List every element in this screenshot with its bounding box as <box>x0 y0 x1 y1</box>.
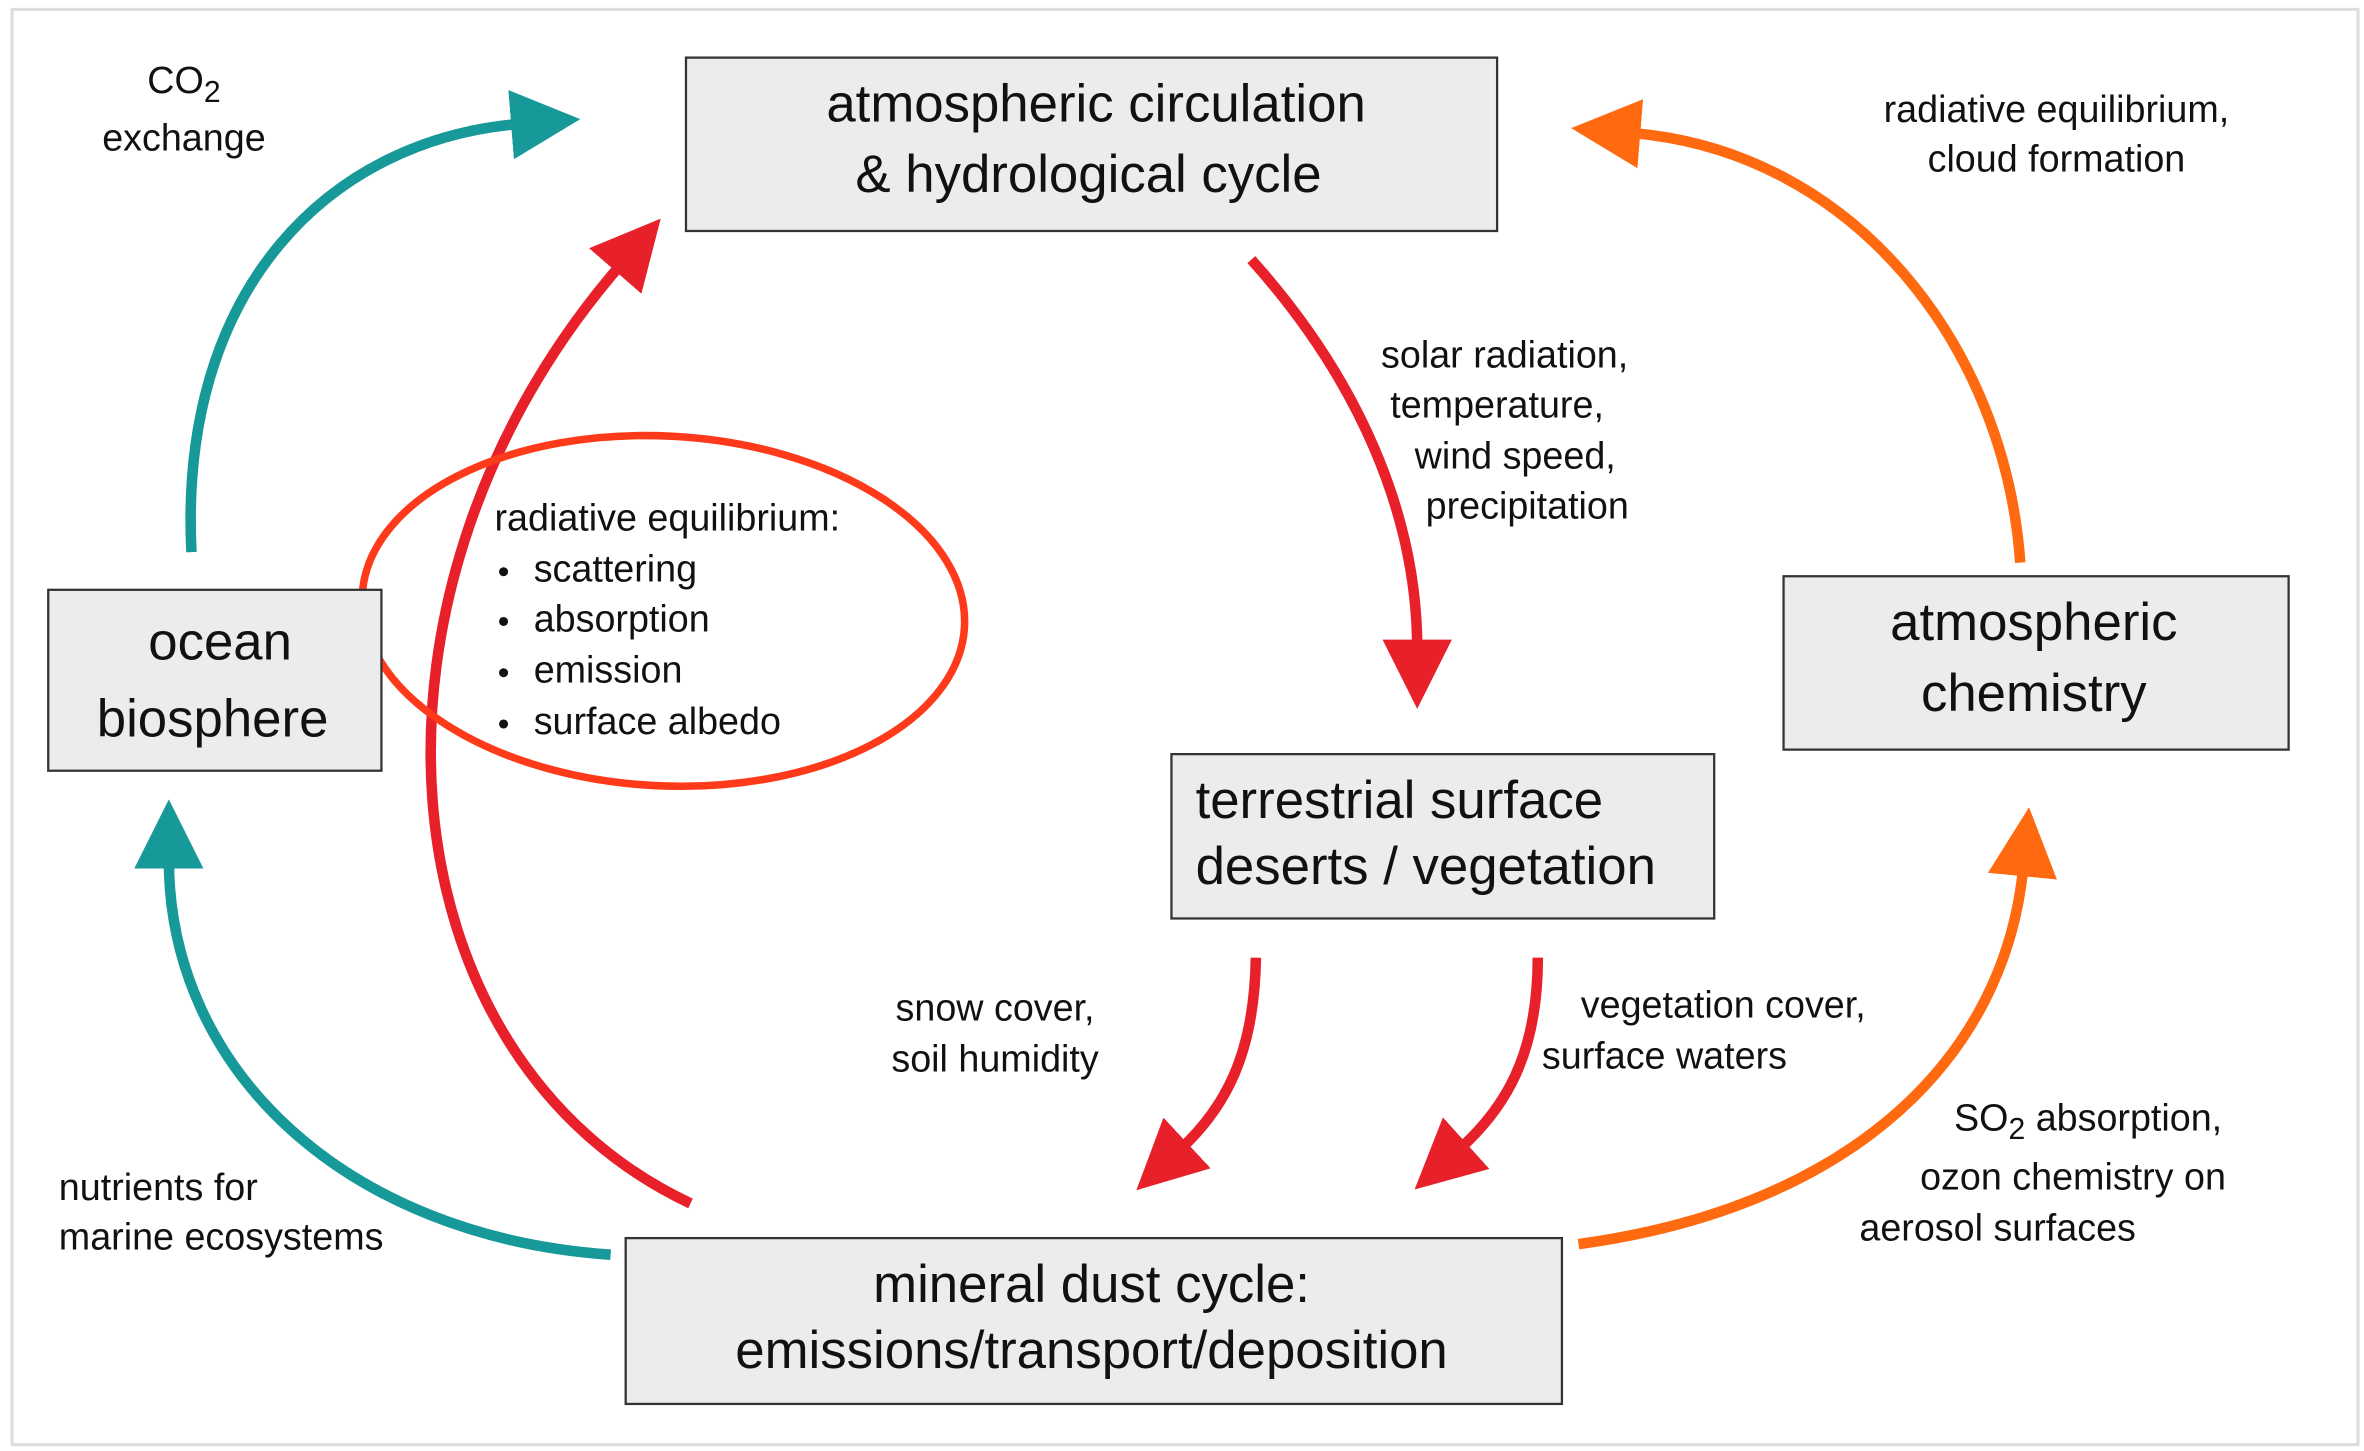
edge-label: nutrients for <box>59 1166 258 1208</box>
label-part: SO <box>1954 1096 2008 1138</box>
arrow <box>1136 957 1262 1191</box>
node-box <box>1782 575 2290 751</box>
edge-label: vegetation cover, <box>1581 983 1866 1025</box>
bullet <box>499 616 509 626</box>
edge-label: wind speed, <box>1414 435 1616 477</box>
edge-label: precipitation <box>1426 484 1629 526</box>
arrow <box>1414 957 1544 1190</box>
node-box <box>624 1236 1564 1406</box>
node-label: atmospheric circulation <box>826 74 1365 133</box>
bullet <box>499 567 509 577</box>
edge-label: snow cover, <box>896 986 1095 1028</box>
edge-label: surface waters <box>1542 1035 1787 1077</box>
bullet <box>499 668 509 678</box>
node-box <box>1170 753 1716 920</box>
label-subscript: 2 <box>204 76 221 109</box>
bullet-list: scattering absorption emission surface a… <box>499 548 781 742</box>
node-label: chemistry <box>1921 664 2147 723</box>
edge-label: temperature, <box>1390 383 1604 425</box>
arrow <box>1577 807 2057 1250</box>
list-title: radiative equilibrium: <box>495 496 841 538</box>
arrow <box>185 90 581 553</box>
node-label: terrestrial surface <box>1196 771 1603 830</box>
edge-label: SO2 absorption, <box>1954 1096 2222 1146</box>
list-item: scattering <box>534 548 697 590</box>
node-label: biosphere <box>97 689 329 748</box>
label-subscript: 2 <box>2008 1113 2025 1146</box>
node-box <box>684 56 1499 233</box>
node-box <box>47 588 383 772</box>
list-item: emission <box>534 649 683 691</box>
arrow <box>1571 99 2026 564</box>
label-part: absorption, <box>2025 1096 2222 1138</box>
node-label: ocean <box>148 613 292 672</box>
edge-label: soil humidity <box>891 1038 1099 1080</box>
label-part: CO <box>147 59 204 101</box>
bullet <box>499 719 509 729</box>
edge-label: ozon chemistry on <box>1920 1155 2226 1197</box>
node-label: atmospheric <box>1890 593 2177 652</box>
node-label: & hydrological cycle <box>855 145 1321 204</box>
edge-label: aerosol surfaces <box>1859 1207 2136 1249</box>
edge-label: solar radiation, <box>1381 334 1628 376</box>
edge-label: CO2 <box>147 59 220 109</box>
arrow <box>134 799 611 1260</box>
list-item: surface albedo <box>534 700 781 742</box>
node-label: deserts / vegetation <box>1196 837 1656 896</box>
edge-label: cloud formation <box>1928 138 2186 180</box>
edge-label: exchange <box>102 116 265 158</box>
node-label: emissions/transport/deposition <box>735 1321 1448 1380</box>
edge-label: marine ecosystems <box>59 1216 384 1258</box>
arrow <box>1247 256 1452 709</box>
list-item: absorption <box>534 597 710 639</box>
edge-label: radiative equilibrium, <box>1884 88 2230 130</box>
arrow <box>425 218 693 1209</box>
node-label: mineral dust cycle: <box>873 1255 1310 1314</box>
